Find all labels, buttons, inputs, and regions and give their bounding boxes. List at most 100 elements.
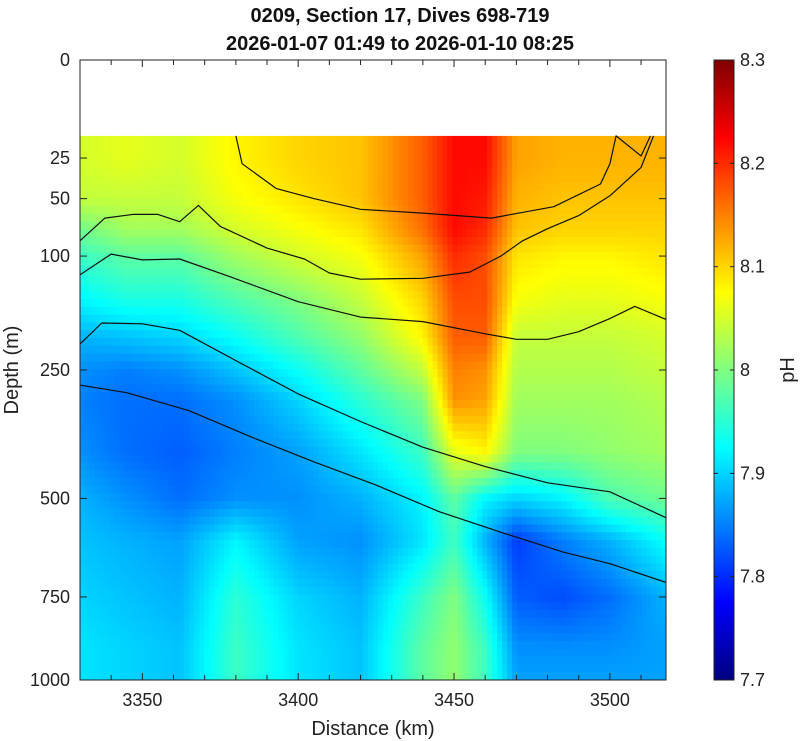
heatmap-cell <box>363 167 369 176</box>
heatmap-cell <box>119 446 126 456</box>
heatmap-cell <box>318 384 324 394</box>
heatmap-cell <box>646 252 652 261</box>
heatmap-cell <box>596 330 603 339</box>
heatmap-cell <box>561 345 568 355</box>
heatmap-cell <box>109 291 116 300</box>
heatmap-cell <box>214 446 220 456</box>
heatmap-cell <box>641 190 647 199</box>
heatmap-cell <box>99 151 106 160</box>
heatmap-cell <box>318 376 324 386</box>
heatmap-cell <box>273 213 280 223</box>
heatmap-cell <box>323 369 329 378</box>
heatmap-cell <box>263 291 270 300</box>
heatmap-cell <box>646 322 652 331</box>
heatmap-cell <box>646 361 652 370</box>
heatmap-cell <box>99 415 106 425</box>
heatmap-cell <box>174 407 180 417</box>
heatmap-cell <box>358 446 364 456</box>
heatmap-cell <box>129 353 136 362</box>
heatmap-cell <box>477 291 483 300</box>
heatmap-cell <box>422 330 429 339</box>
heatmap-cell <box>99 167 106 176</box>
heatmap-cell <box>487 205 493 215</box>
heatmap-cell <box>521 190 528 199</box>
heatmap-cell <box>84 462 91 471</box>
heatmap-cell <box>442 283 449 292</box>
heatmap-cell <box>636 400 642 409</box>
heatmap-cell <box>601 221 608 230</box>
heatmap-cell <box>546 314 553 324</box>
heatmap-cell <box>174 135 180 145</box>
heatmap-cell <box>129 291 136 300</box>
heatmap-cell <box>363 221 369 230</box>
heatmap-cell <box>621 151 627 160</box>
heatmap-cell <box>656 299 662 308</box>
heatmap-cell <box>253 291 260 300</box>
heatmap-cell <box>164 376 170 386</box>
heatmap-cell <box>531 213 538 223</box>
heatmap-cell <box>611 174 617 184</box>
heatmap-cell <box>586 423 593 432</box>
heatmap-cell <box>651 407 657 417</box>
heatmap-cell <box>174 283 180 292</box>
heatmap-cell <box>89 400 96 409</box>
heatmap-cell <box>661 283 666 292</box>
heatmap-cell <box>149 454 156 463</box>
heatmap-cell <box>546 198 553 207</box>
heatmap-cell <box>139 462 146 471</box>
heatmap-cell <box>517 439 523 448</box>
heatmap-cell <box>402 407 409 417</box>
heatmap-cell <box>119 229 126 238</box>
heatmap-cell <box>407 252 414 261</box>
heatmap-cell <box>521 151 528 160</box>
heatmap-cell <box>94 244 101 254</box>
heatmap-cell <box>601 252 608 261</box>
heatmap-cell <box>601 376 608 386</box>
heatmap-cell <box>184 236 190 246</box>
heatmap-cell <box>556 369 563 378</box>
heatmap-cell <box>397 182 404 191</box>
heatmap-cell <box>233 439 240 448</box>
heatmap-cell <box>278 159 285 168</box>
heatmap-cell <box>417 205 424 215</box>
heatmap-cell <box>363 229 369 238</box>
heatmap-cell <box>343 415 349 425</box>
heatmap-cell <box>154 213 161 223</box>
heatmap-cell <box>412 260 419 269</box>
heatmap-cell <box>651 167 657 176</box>
heatmap-cell <box>417 135 424 145</box>
heatmap-cell <box>139 182 146 191</box>
heatmap-cell <box>228 135 235 145</box>
heatmap-cell <box>417 260 424 269</box>
heatmap-cell <box>432 143 439 153</box>
heatmap-cell <box>149 322 156 331</box>
heatmap-cell <box>651 330 657 339</box>
heatmap-cell <box>268 454 275 463</box>
heatmap-cell <box>233 454 240 463</box>
heatmap-cell <box>392 361 399 370</box>
heatmap-cell <box>392 236 399 246</box>
heatmap-cell <box>323 198 329 207</box>
heatmap-cell <box>487 407 493 417</box>
heatmap-cell <box>487 244 493 254</box>
heatmap-cell <box>263 361 270 370</box>
heatmap-cell <box>641 229 647 238</box>
heatmap-cell <box>124 392 131 401</box>
heatmap-cell <box>248 159 255 168</box>
heatmap-cell <box>149 338 156 347</box>
heatmap-cell <box>447 338 454 347</box>
heatmap-cell <box>412 407 419 417</box>
heatmap-cell <box>556 361 563 370</box>
heatmap-cell <box>204 454 210 463</box>
heatmap-cell <box>591 322 598 331</box>
heatmap-cell <box>546 143 553 153</box>
heatmap-cell <box>134 252 141 261</box>
heatmap-cell <box>288 454 295 463</box>
heatmap-cell <box>606 244 612 254</box>
heatmap-cell <box>228 415 235 425</box>
heatmap-cell <box>89 205 96 215</box>
heatmap-cell <box>437 236 444 246</box>
heatmap-cell <box>576 236 583 246</box>
heatmap-cell <box>224 361 230 370</box>
heatmap-cell <box>611 345 617 355</box>
